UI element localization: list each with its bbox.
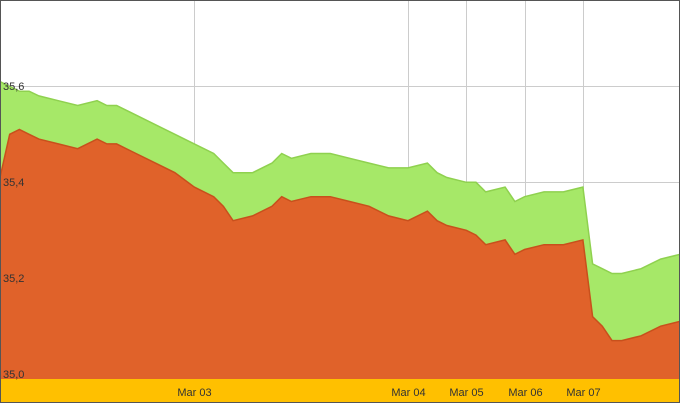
series-areas [0, 80, 680, 379]
series-line-upper [0, 80, 680, 275]
x-tick-label: Mar 07 [566, 387, 600, 399]
x-tick-label: Mar 05 [449, 387, 483, 399]
y-axis-ticks: 35,0 35,2 35,4 35,6 [3, 81, 24, 381]
y-tick-label: 35,2 [3, 273, 24, 285]
x-tick-label: Mar 06 [508, 387, 542, 399]
y-tick-label: 35,6 [3, 81, 24, 93]
x-tick-label: Mar 03 [177, 387, 211, 399]
y-tick-label: 35,0 [3, 369, 24, 381]
series-line-lower [0, 128, 680, 342]
y-tick-label: 35,4 [3, 177, 24, 189]
x-axis-ticks: Mar 03 Mar 04 Mar 05 Mar 06 Mar 07 [177, 387, 600, 399]
x-tick-label: Mar 04 [391, 387, 425, 399]
x-axis-band [0, 379, 680, 403]
series-area-lower [0, 129, 680, 379]
